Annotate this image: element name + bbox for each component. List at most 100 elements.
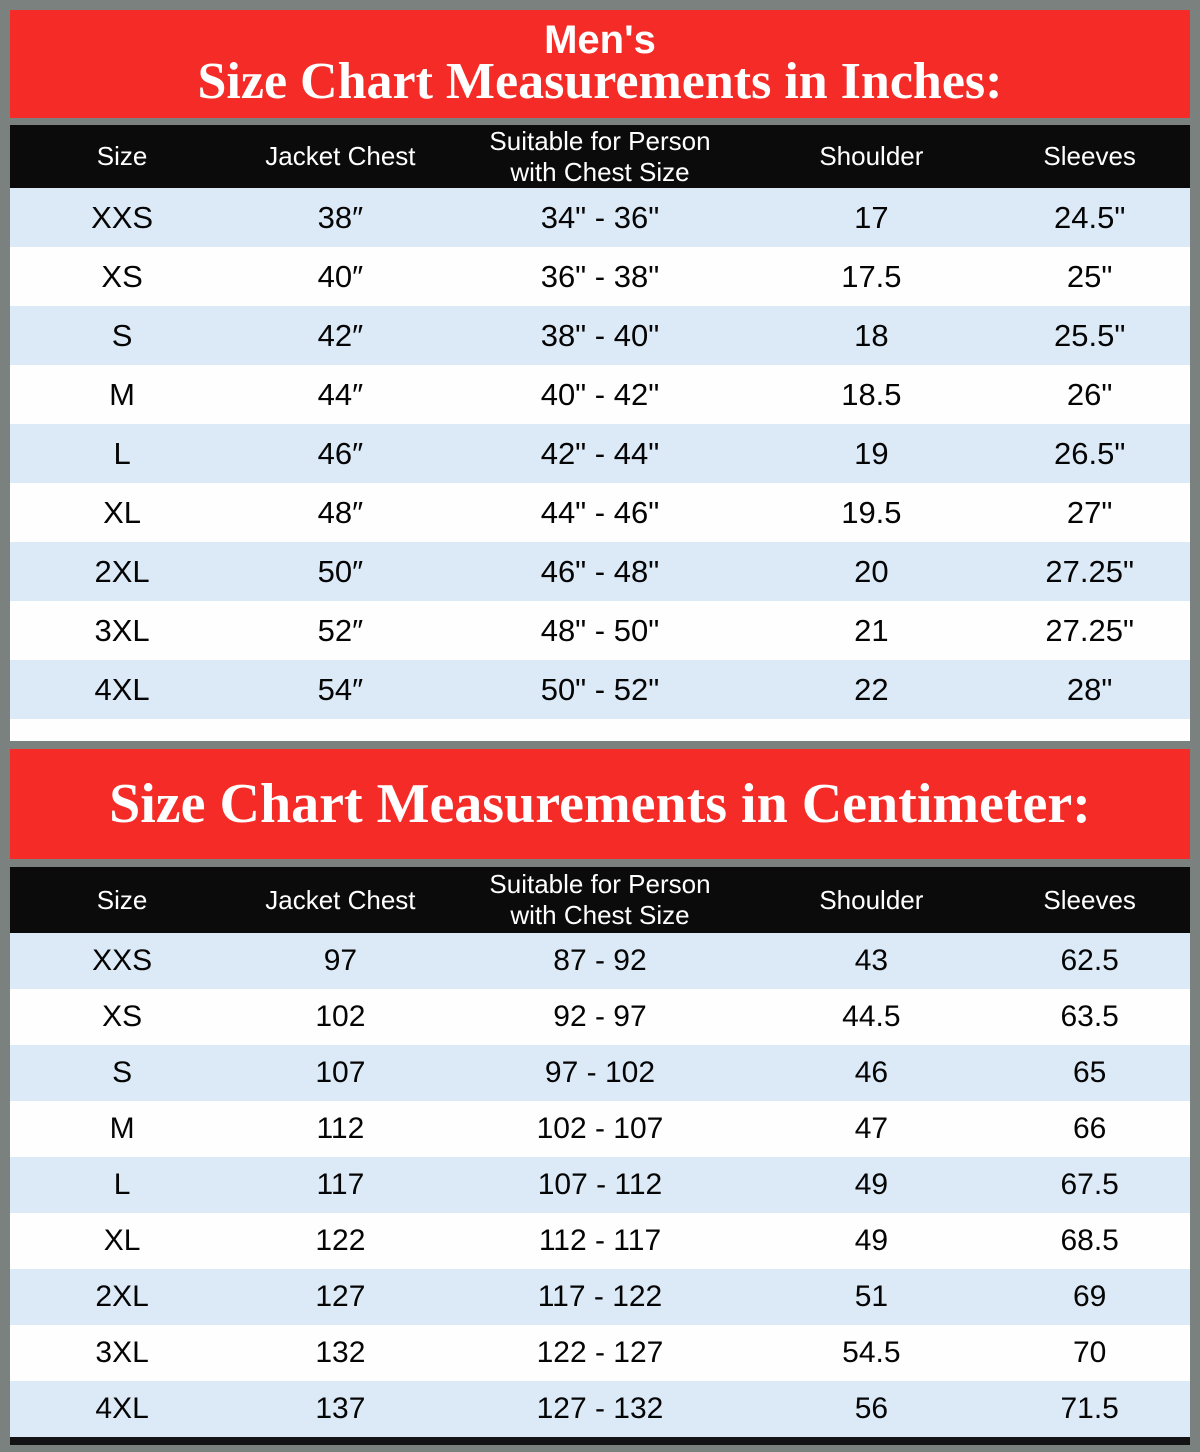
inches-table-rows: XXS 38″ 34" - 36" 17 24.5" XS 40″ 36" - 38" 17.5…: [10, 188, 1190, 719]
column-header: Sleeves: [1043, 141, 1136, 172]
table-row: XXS 38″ 34" - 36" 17 24.5": [10, 188, 1190, 247]
table-cell: 56: [854, 1392, 889, 1425]
table-cell: 38″: [317, 199, 364, 235]
table-cell: 42″: [317, 317, 364, 353]
table-cell: 3XL: [94, 612, 150, 648]
table-cell: 34" - 36": [540, 199, 660, 235]
table-cell: 26.5": [1054, 435, 1126, 471]
table-row: XS 102 92 - 97 44.5 63.5: [10, 989, 1190, 1045]
inches-table-header: Size Jacket Chest Suitable for Person with…: [10, 125, 1190, 188]
table-cell: 117 - 122: [537, 1280, 663, 1313]
table-cell: XS: [102, 1000, 143, 1033]
table-cell: 66: [1072, 1112, 1107, 1145]
table-row: M 44″ 40" - 42" 18.5 26": [10, 365, 1190, 424]
table-cell: 27": [1066, 494, 1113, 530]
table-cell: XXS: [91, 199, 154, 235]
table-row: 2XL 50″ 46" - 48" 20 27.25": [10, 542, 1190, 601]
table-cell: 122: [315, 1224, 366, 1257]
table-cell: 107: [315, 1056, 366, 1089]
inches-banner: Men's Size Chart Measurements in Inches:: [10, 10, 1190, 118]
table-cell: 97: [323, 944, 358, 977]
table-cell: 42" - 44": [540, 435, 660, 471]
table-row: S 42″ 38" - 40" 18 25.5": [10, 306, 1190, 365]
column-header: Shoulder: [819, 141, 924, 172]
table-cell: 4XL: [94, 671, 150, 707]
table-cell: S: [112, 1056, 133, 1089]
table-cell: XS: [101, 258, 143, 294]
table-cell: 70: [1072, 1336, 1107, 1369]
table-cell: 67.5: [1060, 1168, 1119, 1201]
column-header: Jacket Chest: [265, 884, 416, 915]
table-row: L 46″ 42" - 44" 19 26.5": [10, 424, 1190, 483]
table-cell: 3XL: [95, 1336, 149, 1369]
table-cell: 102: [315, 1000, 366, 1033]
table-cell: 52″: [317, 612, 364, 648]
table-row: 4XL 54″ 50" - 52" 22 28": [10, 660, 1190, 719]
table-cell: 21: [854, 612, 889, 648]
table-row: 3XL 132 122 - 127 54.5 70: [10, 1325, 1190, 1381]
table-cell: 65: [1072, 1056, 1107, 1089]
table-cell: 68.5: [1060, 1224, 1119, 1257]
column-header: Size: [96, 141, 148, 172]
table-cell: 27.25": [1045, 553, 1134, 589]
table-bottom-border: [10, 1437, 1190, 1445]
table-cell: XXS: [92, 944, 153, 977]
table-cell: 22: [854, 671, 889, 707]
table-row: 3XL 52″ 48" - 50" 21 27.25": [10, 601, 1190, 660]
inches-banner-title: Size Chart Measurements in Inches:: [197, 53, 1003, 110]
column-header: Suitable for Person with Chest Size: [489, 869, 711, 930]
table-cell: S: [111, 317, 133, 353]
table-cell: 4XL: [95, 1392, 149, 1425]
table-cell: 112 - 117: [538, 1224, 662, 1257]
table-cell: 19: [854, 435, 889, 471]
centimeter-banner-title: Size Chart Measurements in Centimeter:: [109, 773, 1091, 835]
table-cell: 17: [854, 199, 889, 235]
table-cell: 47: [854, 1112, 889, 1145]
table-row: XL 122 112 - 117 49 68.5: [10, 1213, 1190, 1269]
table-cell: 69: [1072, 1280, 1107, 1313]
table-cell: 49: [854, 1224, 889, 1257]
table-row: XL 48″ 44" - 46" 19.5 27": [10, 483, 1190, 542]
table-cell: 127: [315, 1280, 366, 1313]
table-cell: 28": [1066, 671, 1113, 707]
table-cell: 2XL: [94, 553, 150, 589]
table-cell: 50" - 52": [540, 671, 660, 707]
centimeter-table-rows: XXS 97 87 - 92 43 62.5 XS 102 92 - 97 44.5 63.5 S 1…: [10, 933, 1190, 1437]
table-cell: 92 - 97: [553, 1000, 647, 1033]
table-cell: 54.5: [842, 1336, 901, 1369]
table-cell: 50″: [317, 553, 364, 589]
table-cell: 2XL: [95, 1280, 149, 1313]
table-cell: 51: [854, 1280, 889, 1313]
table-cell: 117: [316, 1168, 365, 1201]
table-row: 4XL 137 127 - 132 56 71.5: [10, 1381, 1190, 1437]
centimeter-table-header: Size Jacket Chest Suitable for Person with…: [10, 867, 1190, 933]
inches-banner-subtitle: Men's: [544, 18, 656, 62]
table-row: XXS 97 87 - 92 43 62.5: [10, 933, 1190, 989]
table-cell: 48" - 50": [540, 612, 660, 648]
table-row: L 117 107 - 112 49 67.5: [10, 1157, 1190, 1213]
table-row: S 107 97 - 102 46 65: [10, 1045, 1190, 1101]
table-cell: L: [113, 435, 131, 471]
table-cell: 36" - 38": [540, 258, 660, 294]
centimeter-banner: Size Chart Measurements in Centimeter:: [10, 749, 1190, 859]
table-cell: 43: [854, 944, 889, 977]
table-cell: 54″: [317, 671, 364, 707]
table-cell: M: [109, 1112, 135, 1145]
table-cell: 137: [315, 1392, 366, 1425]
table-cell: 24.5": [1054, 199, 1126, 235]
table-cell: 20: [854, 553, 889, 589]
table-cell: 26": [1066, 376, 1113, 412]
table-cell: XL: [103, 494, 142, 530]
table-cell: 46: [854, 1056, 889, 1089]
column-header: Suitable for Person with Chest Size: [489, 125, 711, 187]
table-cell: 40″: [317, 258, 364, 294]
table-cell: 40" - 42": [540, 376, 660, 412]
table-cell: M: [109, 376, 135, 412]
table-cell: 71.5: [1060, 1392, 1119, 1425]
table-cell: 107 - 112: [537, 1168, 663, 1201]
table-cell: 122 - 127: [536, 1336, 664, 1369]
column-header: Size: [96, 884, 148, 915]
column-header: Jacket Chest: [265, 141, 416, 172]
table-cell: 127 - 132: [536, 1392, 664, 1425]
